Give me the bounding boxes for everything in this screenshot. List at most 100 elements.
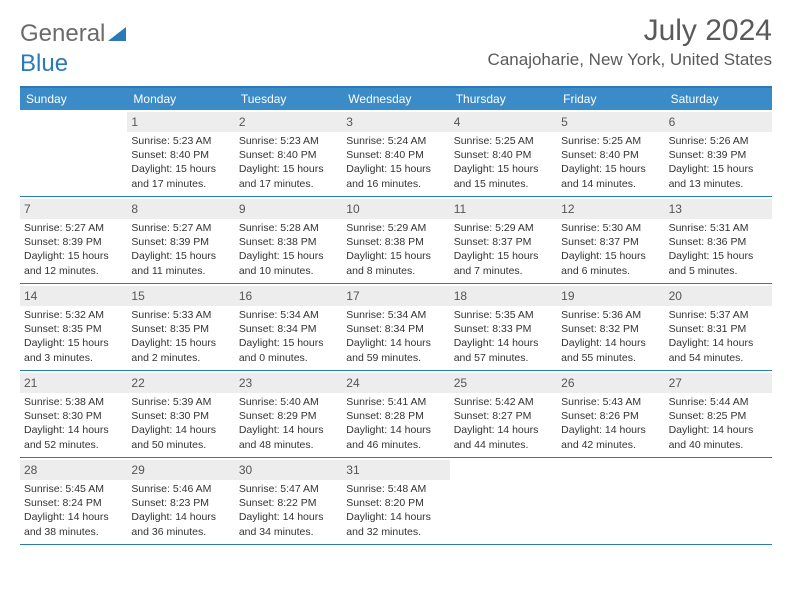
day-number: 2: [239, 115, 246, 129]
day-detail: and 57 minutes.: [454, 351, 553, 365]
day-number: 7: [24, 202, 31, 216]
calendar-day: 2Sunrise: 5:23 AMSunset: 8:40 PMDaylight…: [235, 110, 342, 196]
day-detail: Daylight: 14 hours: [669, 336, 768, 350]
calendar-day: 6Sunrise: 5:26 AMSunset: 8:39 PMDaylight…: [665, 110, 772, 196]
day-detail: Sunset: 8:22 PM: [239, 496, 338, 510]
day-number: 21: [24, 376, 37, 390]
day-detail: and 32 minutes.: [346, 525, 445, 539]
day-detail: Sunrise: 5:28 AM: [239, 221, 338, 235]
day-detail: and 17 minutes.: [239, 177, 338, 191]
day-detail: and 40 minutes.: [669, 438, 768, 452]
calendar-day: 30Sunrise: 5:47 AMSunset: 8:22 PMDayligh…: [235, 458, 342, 544]
calendar-body: 1Sunrise: 5:23 AMSunset: 8:40 PMDaylight…: [20, 110, 772, 545]
calendar: SundayMondayTuesdayWednesdayThursdayFrid…: [20, 86, 772, 545]
day-detail: Sunrise: 5:25 AM: [454, 134, 553, 148]
day-number: 6: [669, 115, 676, 129]
day-detail: Sunset: 8:33 PM: [454, 322, 553, 336]
calendar-day: 20Sunrise: 5:37 AMSunset: 8:31 PMDayligh…: [665, 284, 772, 370]
day-detail: Sunset: 8:27 PM: [454, 409, 553, 423]
day-detail: Daylight: 15 hours: [131, 249, 230, 263]
day-detail: Sunset: 8:20 PM: [346, 496, 445, 510]
calendar-day: 3Sunrise: 5:24 AMSunset: 8:40 PMDaylight…: [342, 110, 449, 196]
brand-logo: General: [20, 14, 126, 48]
day-detail: Sunset: 8:35 PM: [131, 322, 230, 336]
day-detail: Sunrise: 5:30 AM: [561, 221, 660, 235]
day-detail: Sunrise: 5:36 AM: [561, 308, 660, 322]
day-detail: Sunset: 8:38 PM: [346, 235, 445, 249]
day-detail: Sunrise: 5:27 AM: [131, 221, 230, 235]
title-block: July 2024 Canajoharie, New York, United …: [488, 14, 772, 70]
day-number: 24: [346, 376, 359, 390]
day-number: 23: [239, 376, 252, 390]
day-number: 14: [24, 289, 37, 303]
day-number: 16: [239, 289, 252, 303]
day-detail: and 14 minutes.: [561, 177, 660, 191]
day-detail: Sunset: 8:31 PM: [669, 322, 768, 336]
day-detail: Daylight: 14 hours: [561, 336, 660, 350]
calendar-day: 26Sunrise: 5:43 AMSunset: 8:26 PMDayligh…: [557, 371, 664, 457]
day-detail: Sunrise: 5:35 AM: [454, 308, 553, 322]
calendar-week: 28Sunrise: 5:45 AMSunset: 8:24 PMDayligh…: [20, 458, 772, 545]
calendar-day: [557, 458, 664, 544]
day-detail: and 6 minutes.: [561, 264, 660, 278]
day-detail: Sunrise: 5:26 AM: [669, 134, 768, 148]
day-detail: Sunrise: 5:41 AM: [346, 395, 445, 409]
day-detail: Sunrise: 5:42 AM: [454, 395, 553, 409]
day-detail: Sunrise: 5:23 AM: [239, 134, 338, 148]
calendar-day: 12Sunrise: 5:30 AMSunset: 8:37 PMDayligh…: [557, 197, 664, 283]
day-detail: Sunset: 8:37 PM: [561, 235, 660, 249]
day-detail: Sunrise: 5:23 AM: [131, 134, 230, 148]
day-detail: Daylight: 14 hours: [346, 336, 445, 350]
day-detail: Daylight: 15 hours: [346, 162, 445, 176]
day-detail: Daylight: 15 hours: [24, 336, 123, 350]
calendar-week: 21Sunrise: 5:38 AMSunset: 8:30 PMDayligh…: [20, 371, 772, 458]
day-detail: and 38 minutes.: [24, 525, 123, 539]
day-number: 5: [561, 115, 568, 129]
day-number: 31: [346, 463, 359, 477]
day-detail: Daylight: 14 hours: [454, 336, 553, 350]
day-detail: Sunset: 8:34 PM: [346, 322, 445, 336]
day-number: 17: [346, 289, 359, 303]
day-number: 22: [131, 376, 144, 390]
day-detail: Sunrise: 5:24 AM: [346, 134, 445, 148]
day-number: 1: [131, 115, 138, 129]
weekday-label: Thursday: [450, 88, 557, 110]
day-detail: Sunrise: 5:37 AM: [669, 308, 768, 322]
month-title: July 2024: [488, 14, 772, 48]
weekday-label: Tuesday: [235, 88, 342, 110]
day-detail: and 46 minutes.: [346, 438, 445, 452]
day-detail: Daylight: 15 hours: [131, 336, 230, 350]
calendar-day: 7Sunrise: 5:27 AMSunset: 8:39 PMDaylight…: [20, 197, 127, 283]
calendar-day: 13Sunrise: 5:31 AMSunset: 8:36 PMDayligh…: [665, 197, 772, 283]
day-detail: and 5 minutes.: [669, 264, 768, 278]
calendar-day: 8Sunrise: 5:27 AMSunset: 8:39 PMDaylight…: [127, 197, 234, 283]
day-number: 27: [669, 376, 682, 390]
day-detail: Sunset: 8:29 PM: [239, 409, 338, 423]
day-detail: and 17 minutes.: [131, 177, 230, 191]
calendar-day: [450, 458, 557, 544]
day-number: 12: [561, 202, 574, 216]
day-detail: and 0 minutes.: [239, 351, 338, 365]
day-detail: Sunset: 8:39 PM: [131, 235, 230, 249]
day-detail: Daylight: 15 hours: [669, 249, 768, 263]
day-detail: Daylight: 14 hours: [346, 510, 445, 524]
day-detail: Daylight: 15 hours: [24, 249, 123, 263]
day-detail: Sunrise: 5:29 AM: [454, 221, 553, 235]
day-detail: and 42 minutes.: [561, 438, 660, 452]
day-detail: Sunset: 8:23 PM: [131, 496, 230, 510]
day-number: 30: [239, 463, 252, 477]
calendar-day: [665, 458, 772, 544]
weekday-label: Friday: [557, 88, 664, 110]
day-detail: Daylight: 15 hours: [239, 249, 338, 263]
day-detail: Sunrise: 5:34 AM: [346, 308, 445, 322]
day-detail: Sunrise: 5:40 AM: [239, 395, 338, 409]
brand-part1: General: [20, 20, 105, 48]
day-detail: Sunrise: 5:48 AM: [346, 482, 445, 496]
day-number: 28: [24, 463, 37, 477]
day-detail: Sunset: 8:37 PM: [454, 235, 553, 249]
day-detail: and 55 minutes.: [561, 351, 660, 365]
day-detail: Sunrise: 5:46 AM: [131, 482, 230, 496]
calendar-day: 18Sunrise: 5:35 AMSunset: 8:33 PMDayligh…: [450, 284, 557, 370]
calendar-day: 19Sunrise: 5:36 AMSunset: 8:32 PMDayligh…: [557, 284, 664, 370]
day-number: 19: [561, 289, 574, 303]
